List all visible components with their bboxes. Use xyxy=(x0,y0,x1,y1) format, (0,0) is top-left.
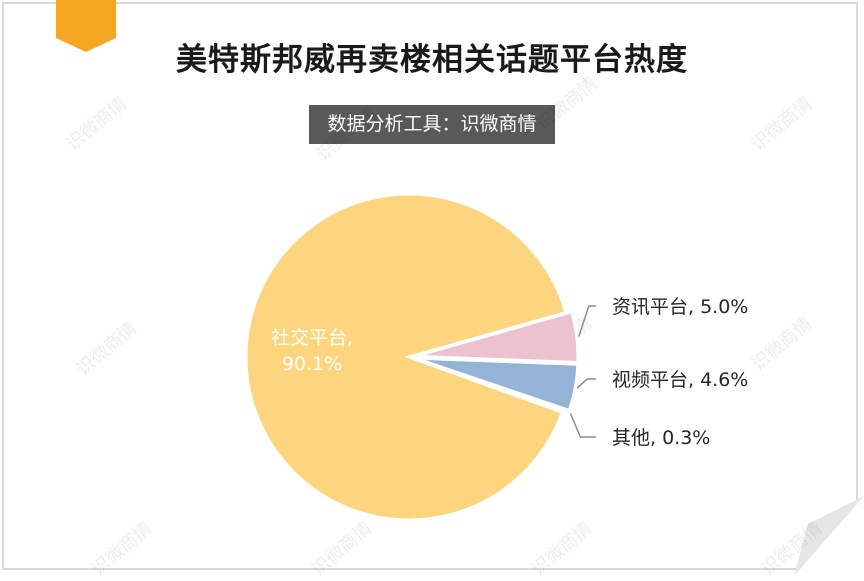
leader-line-2 xyxy=(578,305,596,337)
slice-label-1: 社交平台, 90.1% xyxy=(271,327,353,375)
pie-slice-2 xyxy=(414,309,580,365)
slice-label-2: 资讯平台, 5.0% xyxy=(612,296,748,318)
slice-label-1-line-1: 社交平台, xyxy=(271,327,353,349)
page-fold-decoration xyxy=(794,496,864,576)
pie-slice-1 xyxy=(244,192,568,522)
corner-ribbon xyxy=(56,0,116,52)
pie-slice-4 xyxy=(414,357,571,417)
leader-line-4 xyxy=(569,413,596,438)
leader-line-3 xyxy=(576,378,596,389)
chart-frame xyxy=(2,2,858,570)
slice-label-4: 其他, 0.3% xyxy=(612,427,710,449)
slice-label-3: 视频平台, 4.6% xyxy=(612,369,748,391)
chart-subtitle: 数据分析工具：识微商情 xyxy=(309,105,555,144)
slice-label-1-line-2: 90.1% xyxy=(282,353,342,375)
chart-title: 美特斯邦威再卖楼相关话题平台热度 xyxy=(176,42,688,78)
